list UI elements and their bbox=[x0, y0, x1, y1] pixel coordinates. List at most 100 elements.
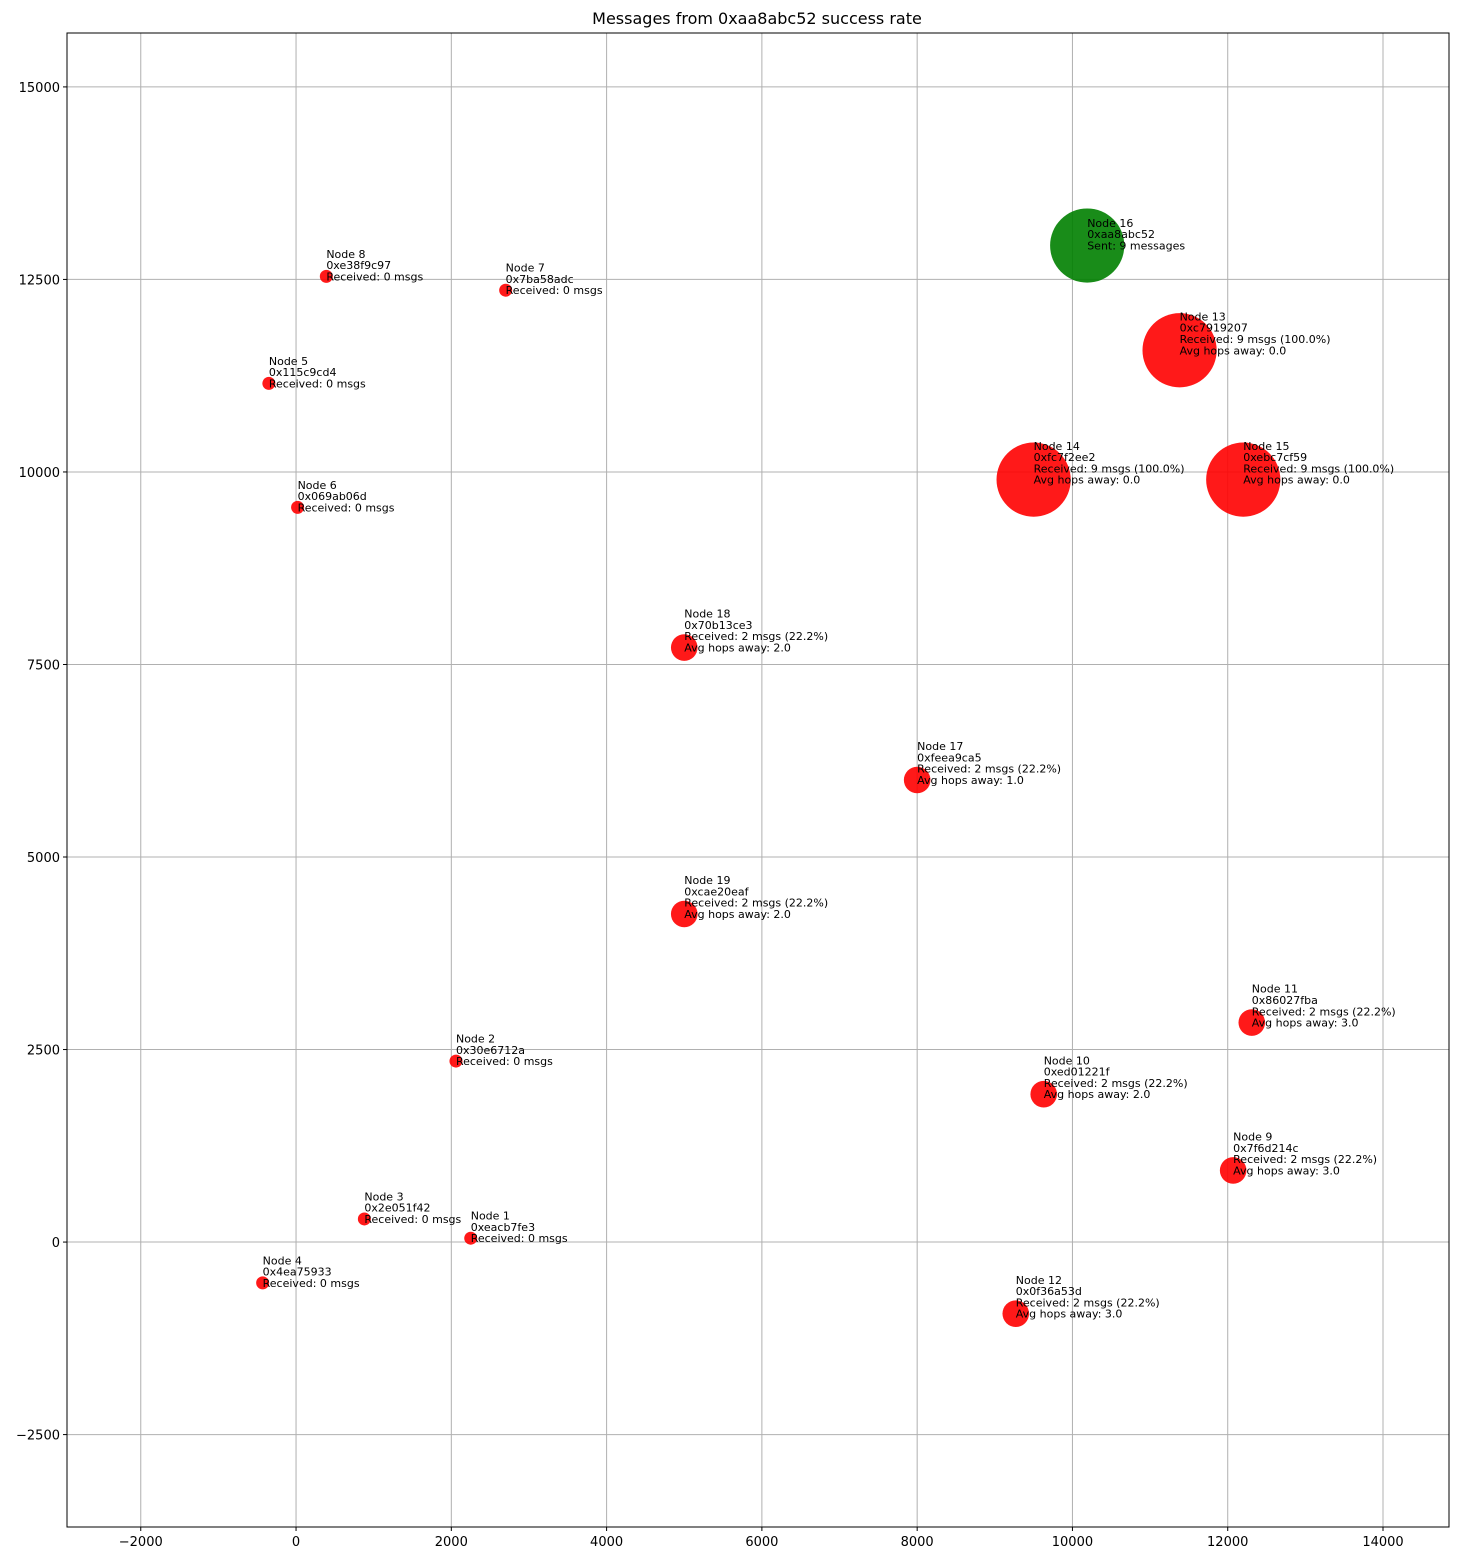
annotation-line: Avg hops away: 2.0 bbox=[684, 642, 791, 655]
annotation-line: Node 3 bbox=[364, 1190, 403, 1203]
data-point bbox=[1002, 1300, 1030, 1327]
annotation-line: Received: 0 msgs bbox=[364, 1213, 461, 1226]
annotation-line: Node 1 bbox=[471, 1210, 510, 1223]
annotation-line: Avg hops away: 0.0 bbox=[1034, 474, 1141, 487]
data-point bbox=[903, 766, 931, 794]
annotation-line: Received: 2 msgs (22.2%) bbox=[917, 763, 1061, 776]
data-point bbox=[670, 634, 698, 661]
annotation-line: Received: 0 msgs bbox=[298, 501, 395, 514]
x-tick-label: 4000 bbox=[590, 1535, 623, 1550]
annotation-line: Node 5 bbox=[269, 355, 308, 368]
y-tick-label: 15000 bbox=[19, 81, 60, 96]
axes: −2000 0 2000 4000 6000 8000 10000 12000 14000 −25… bbox=[16, 32, 1450, 1550]
data-point bbox=[1142, 313, 1217, 388]
annotation-line: 0x86027fba bbox=[1252, 994, 1318, 1007]
annotation-line: Received: 0 msgs bbox=[471, 1232, 568, 1245]
data-point bbox=[1238, 1009, 1266, 1036]
annotation-line: Avg hops away: 3.0 bbox=[1252, 1017, 1359, 1030]
y-tick-label: 12500 bbox=[19, 273, 60, 288]
data-point bbox=[996, 442, 1071, 517]
annotation-line: Node 16 bbox=[1087, 217, 1133, 230]
annotation-line: Received: 9 msgs (100.0%) bbox=[1180, 333, 1331, 346]
annotation-line: Received: 2 msgs (22.2%) bbox=[1016, 1296, 1160, 1309]
annotation-line: Received: 0 msgs bbox=[269, 377, 366, 390]
grid-lines bbox=[67, 33, 1449, 1527]
annotation-line: 0xaa8abc52 bbox=[1087, 228, 1155, 241]
annotation-line: Received: 9 msgs (100.0%) bbox=[1034, 462, 1185, 475]
annotation-line: 0x30e6712a bbox=[456, 1044, 525, 1057]
data-point bbox=[1206, 442, 1281, 517]
annotation-line: Avg hops away: 3.0 bbox=[1233, 1164, 1340, 1177]
annotation-line: Avg hops away: 1.0 bbox=[917, 774, 1024, 787]
annotation-line: Node 14 bbox=[1034, 440, 1080, 453]
annotation-line: 0x7ba58adc bbox=[506, 273, 574, 286]
annotation-line: 0xfeea9ca5 bbox=[917, 751, 981, 764]
annotation-line: Avg hops away: 2.0 bbox=[684, 908, 791, 921]
x-tick-label: 2000 bbox=[435, 1535, 468, 1550]
annotation-line: 0xebc7cf59 bbox=[1243, 451, 1307, 464]
annotation-line: Node 19 bbox=[684, 874, 730, 887]
data-point bbox=[291, 500, 305, 514]
y-tick-label: −2500 bbox=[16, 1429, 60, 1444]
annotation-line: Received: 2 msgs (22.2%) bbox=[684, 630, 828, 643]
data-point bbox=[464, 1231, 478, 1245]
annotation-line: 0xc7919207 bbox=[1180, 322, 1248, 335]
x-tick-label: 8000 bbox=[901, 1535, 934, 1550]
data-point bbox=[319, 269, 333, 283]
data-point bbox=[1030, 1080, 1058, 1108]
annotation-line: Avg hops away: 0.0 bbox=[1243, 474, 1350, 487]
annotation-line: 0xed01221f bbox=[1044, 1066, 1111, 1079]
data-points bbox=[256, 208, 1281, 1327]
data-point bbox=[262, 376, 276, 390]
annotation-line: Received: 9 msgs (100.0%) bbox=[1243, 462, 1394, 475]
data-point bbox=[1219, 1157, 1247, 1184]
annotation-line: Node 12 bbox=[1016, 1274, 1062, 1287]
annotation-line: Node 18 bbox=[684, 608, 730, 621]
data-point bbox=[1050, 208, 1125, 283]
x-tick-label: 6000 bbox=[745, 1535, 778, 1550]
annotation-line: 0x115c9cd4 bbox=[269, 366, 337, 379]
annotation-line: Node 11 bbox=[1252, 983, 1298, 996]
annotation-line: 0x0f36a53d bbox=[1016, 1285, 1082, 1298]
annotation-line: Avg hops away: 2.0 bbox=[1044, 1088, 1151, 1101]
x-tick-label: −2000 bbox=[119, 1535, 163, 1550]
annotation-line: Node 13 bbox=[1180, 310, 1226, 323]
y-tick-label: 10000 bbox=[19, 466, 60, 481]
annotation-line: Received: 0 msgs bbox=[326, 270, 423, 283]
annotation-line: 0x70b13ce3 bbox=[684, 619, 752, 632]
x-tick-label: 12000 bbox=[1207, 1535, 1248, 1550]
annotation-line: 0xe38f9c97 bbox=[326, 259, 391, 272]
annotation-line: Avg hops away: 0.0 bbox=[1180, 344, 1287, 357]
annotation-line: Avg hops away: 3.0 bbox=[1016, 1308, 1123, 1321]
annotation-line: Node 2 bbox=[456, 1032, 495, 1045]
y-tick-label: 5000 bbox=[27, 851, 60, 866]
annotation-line: 0x069ab06d bbox=[298, 490, 367, 503]
chart-title: Messages from 0xaa8abc52 success rate bbox=[592, 9, 922, 28]
annotation-line: 0x2e051f42 bbox=[364, 1202, 430, 1215]
data-point bbox=[449, 1054, 463, 1068]
annotation-line: Node 8 bbox=[326, 248, 365, 261]
plot-frame bbox=[66, 32, 1450, 1528]
annotation-line: Sent: 9 messages bbox=[1087, 240, 1185, 253]
annotation-line: 0xcae20eaf bbox=[684, 885, 749, 898]
x-tick-label: 14000 bbox=[1362, 1535, 1403, 1550]
annotation-line: Node 6 bbox=[298, 479, 337, 492]
x-tick-label: 0 bbox=[292, 1535, 300, 1550]
y-tick-label: 0 bbox=[52, 1236, 60, 1251]
annotation-line: 0x7f6d214c bbox=[1233, 1142, 1298, 1155]
annotation-line: 0x4ea75933 bbox=[263, 1266, 332, 1279]
annotation-line: Node 10 bbox=[1044, 1054, 1090, 1067]
annotation-line: Received: 2 msgs (22.2%) bbox=[684, 897, 828, 910]
